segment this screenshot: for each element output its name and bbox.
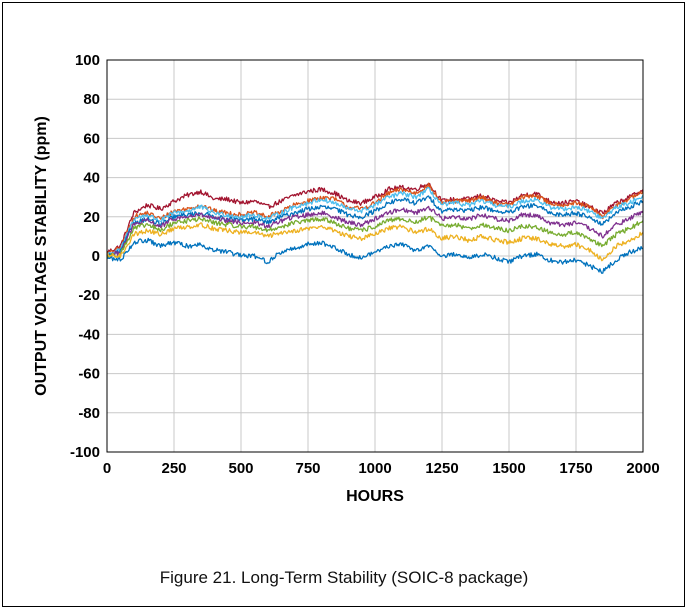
x-tick-label: 750 [295,460,320,477]
figure-caption: Figure 21. Long-Term Stability (SOIC-8 p… [159,568,529,587]
y-tick-label: 60 [83,130,100,147]
x-axis-title: HOURS [346,488,404,505]
y-tick-label: 20 [83,209,100,226]
series-line-1 [106,182,644,254]
grid [106,59,644,453]
y-tick-label: 80 [83,91,100,108]
x-tick-label: 1250 [425,460,458,477]
x-tick-label: 250 [161,460,186,477]
series-line-3 [106,186,644,256]
y-tick-label: 40 [83,170,100,187]
x-tick-label: 1500 [492,460,525,477]
y-tick-label: -60 [78,366,100,383]
y-axis-title: OUTPUT VOLTAGE STABILITY (ppm) [33,116,50,396]
x-tick-labels: 0 250 500 750 1000 1250 1500 1750 2000 [103,460,660,477]
y-tick-label: -20 [78,287,100,304]
x-tick-label: 1000 [358,460,391,477]
series-line-8 [106,237,644,274]
series-line-6 [106,215,644,258]
x-tick-label: 1750 [559,460,592,477]
x-tick-label: 0 [103,460,111,477]
y-tick-label: -80 [78,405,100,422]
y-tick-label: 0 [92,248,100,265]
y-tick-label: 100 [75,52,100,69]
x-tick-label: 500 [228,460,253,477]
y-tick-labels: 100 80 60 40 20 0 -20 -40 -60 -80 -100 [70,52,100,461]
y-tick-label: -100 [70,444,100,461]
y-tick-label: -40 [78,326,100,343]
series-line-5 [106,205,644,259]
x-tick-label: 2000 [626,460,659,477]
plot-area [106,59,644,453]
series-line-7 [106,222,644,262]
series-group [106,182,644,274]
